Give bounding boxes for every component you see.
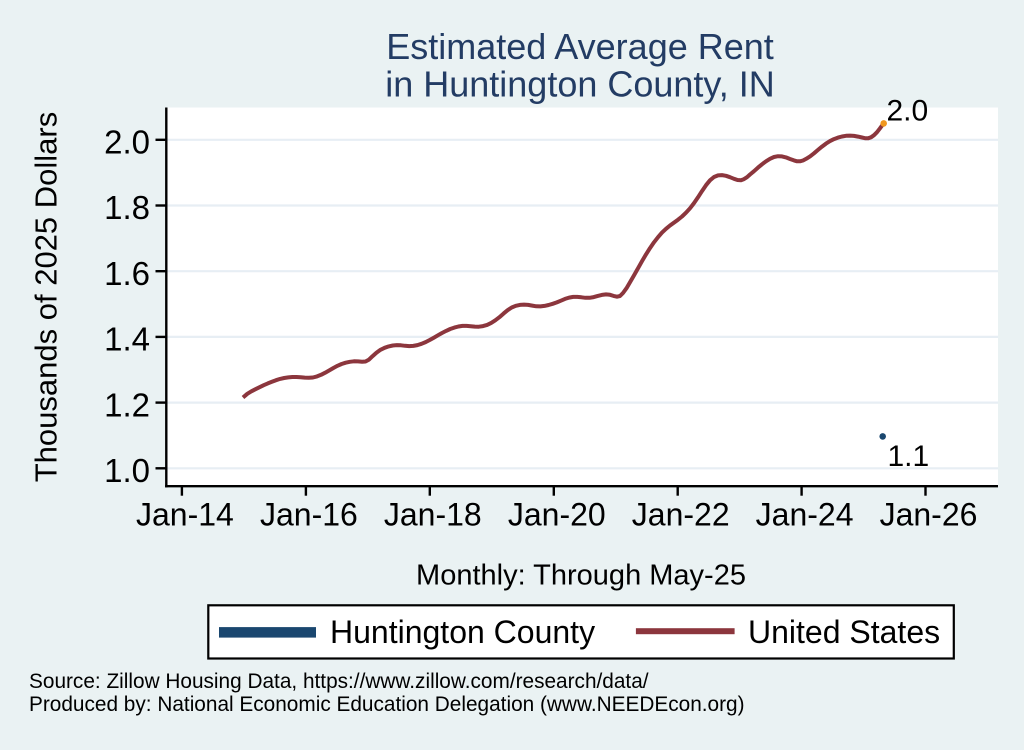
- svg-text:1.1: 1.1: [888, 440, 930, 473]
- svg-text:Jan-22: Jan-22: [632, 496, 730, 532]
- svg-text:1.8: 1.8: [104, 189, 150, 226]
- svg-text:Huntington County: Huntington County: [330, 614, 595, 650]
- svg-text:Jan-20: Jan-20: [508, 496, 606, 532]
- svg-text:Source: Zillow Housing Data, h: Source: Zillow Housing Data, https://www…: [29, 670, 649, 693]
- svg-text:Jan-18: Jan-18: [384, 496, 482, 532]
- svg-text:Jan-24: Jan-24: [756, 496, 854, 532]
- svg-text:Produced by: National Economic: Produced by: National Economic Education…: [29, 693, 745, 716]
- svg-text:in Huntington County, IN: in Huntington County, IN: [385, 63, 775, 104]
- svg-text:2.0: 2.0: [887, 94, 929, 127]
- svg-text:1.4: 1.4: [104, 321, 150, 358]
- svg-text:1.6: 1.6: [104, 255, 150, 292]
- svg-text:Monthly: Through May-25: Monthly: Through May-25: [416, 560, 746, 592]
- svg-text:2.0: 2.0: [104, 124, 150, 161]
- svg-text:Jan-26: Jan-26: [880, 496, 978, 532]
- svg-text:Jan-14: Jan-14: [136, 496, 234, 532]
- svg-text:Thousands of 2025 Dollars: Thousands of 2025 Dollars: [28, 112, 63, 483]
- svg-text:Estimated Average Rent: Estimated Average Rent: [386, 26, 774, 67]
- svg-text:1.0: 1.0: [104, 452, 150, 489]
- svg-text:1.2: 1.2: [104, 386, 150, 423]
- svg-text:Jan-16: Jan-16: [260, 496, 358, 532]
- svg-text:United States: United States: [748, 614, 940, 650]
